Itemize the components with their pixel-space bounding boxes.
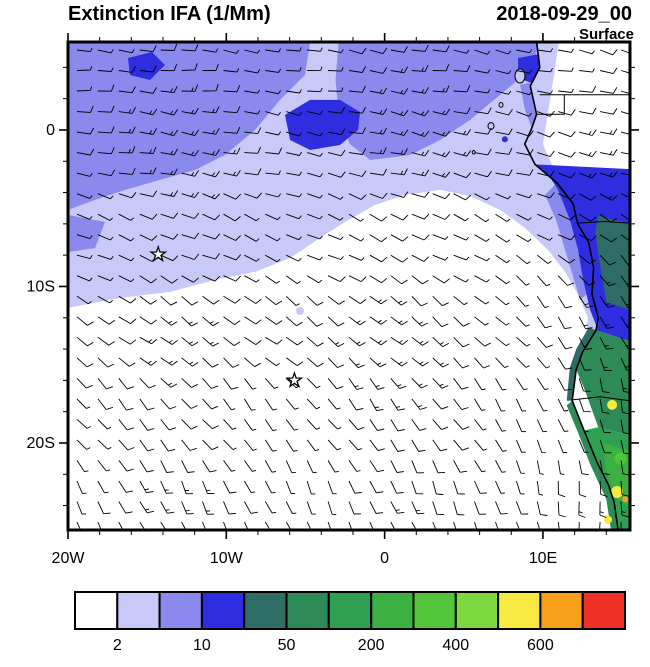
wind-barbs — [76, 43, 630, 530]
colorbar-cell — [581, 591, 627, 630]
colorbar-tick-label: 200 — [358, 637, 385, 654]
y-tick-label: 20S — [27, 435, 55, 452]
contour-region — [545, 184, 592, 300]
colorbar-cell — [158, 591, 203, 630]
colorbar-cell — [116, 591, 161, 630]
contour-spot — [296, 306, 305, 315]
country-border — [572, 396, 630, 402]
plot-datetime: 2018-09-29_00 — [496, 3, 632, 25]
contour-region — [542, 150, 608, 335]
y-tick-label: 0 — [46, 122, 55, 139]
colorbar-cell — [327, 591, 373, 630]
colorbar-cell — [454, 591, 500, 630]
star-marker — [285, 370, 304, 389]
contour-region — [68, 42, 311, 210]
colorbar-tick-label: 2 — [113, 637, 122, 654]
page-title: Extinction IFA (1/Mm) — [68, 3, 271, 25]
colorbar-tick-label: 400 — [442, 637, 469, 654]
colorbar-cell — [74, 591, 119, 630]
colorbar-tick-label: 600 — [527, 637, 554, 654]
contour-spot — [622, 496, 629, 503]
y-tick-label: 10S — [27, 278, 55, 295]
level-label: Surface — [578, 26, 634, 43]
contour-spot — [614, 452, 627, 465]
colorbar-cell — [412, 591, 457, 630]
contour-spot — [501, 136, 508, 143]
star-marker — [149, 244, 168, 263]
contour-spot — [611, 486, 623, 498]
colorbar-tick-label: 50 — [278, 637, 296, 654]
contour-spot — [607, 399, 618, 410]
island-outline — [498, 102, 504, 108]
country-border — [577, 220, 630, 224]
map-layers — [68, 42, 630, 530]
island-outline — [514, 68, 526, 84]
colorbar-cell — [370, 591, 415, 630]
x-tick-label: 10E — [529, 550, 557, 567]
contour-region — [285, 99, 361, 150]
colorbar-cell — [243, 591, 288, 630]
colorbar-tick-label: 10 — [193, 637, 211, 654]
coastal-contour-region — [576, 330, 630, 436]
coastline — [523, 42, 619, 530]
x-tick-label: 0 — [380, 550, 389, 567]
coastal-contour-region — [566, 400, 619, 530]
coastal-contour-region — [595, 216, 630, 310]
contour-region — [128, 52, 165, 80]
colorbar-cell — [285, 591, 330, 630]
x-tick-label: 20W — [52, 550, 86, 567]
coastal-contour-region — [524, 42, 564, 177]
contour-region — [68, 214, 105, 252]
colorbar-cell — [539, 591, 584, 630]
x-tick-label: 10W — [210, 550, 244, 567]
colorbar-cell — [497, 591, 542, 630]
colorbar-cell — [200, 591, 246, 630]
